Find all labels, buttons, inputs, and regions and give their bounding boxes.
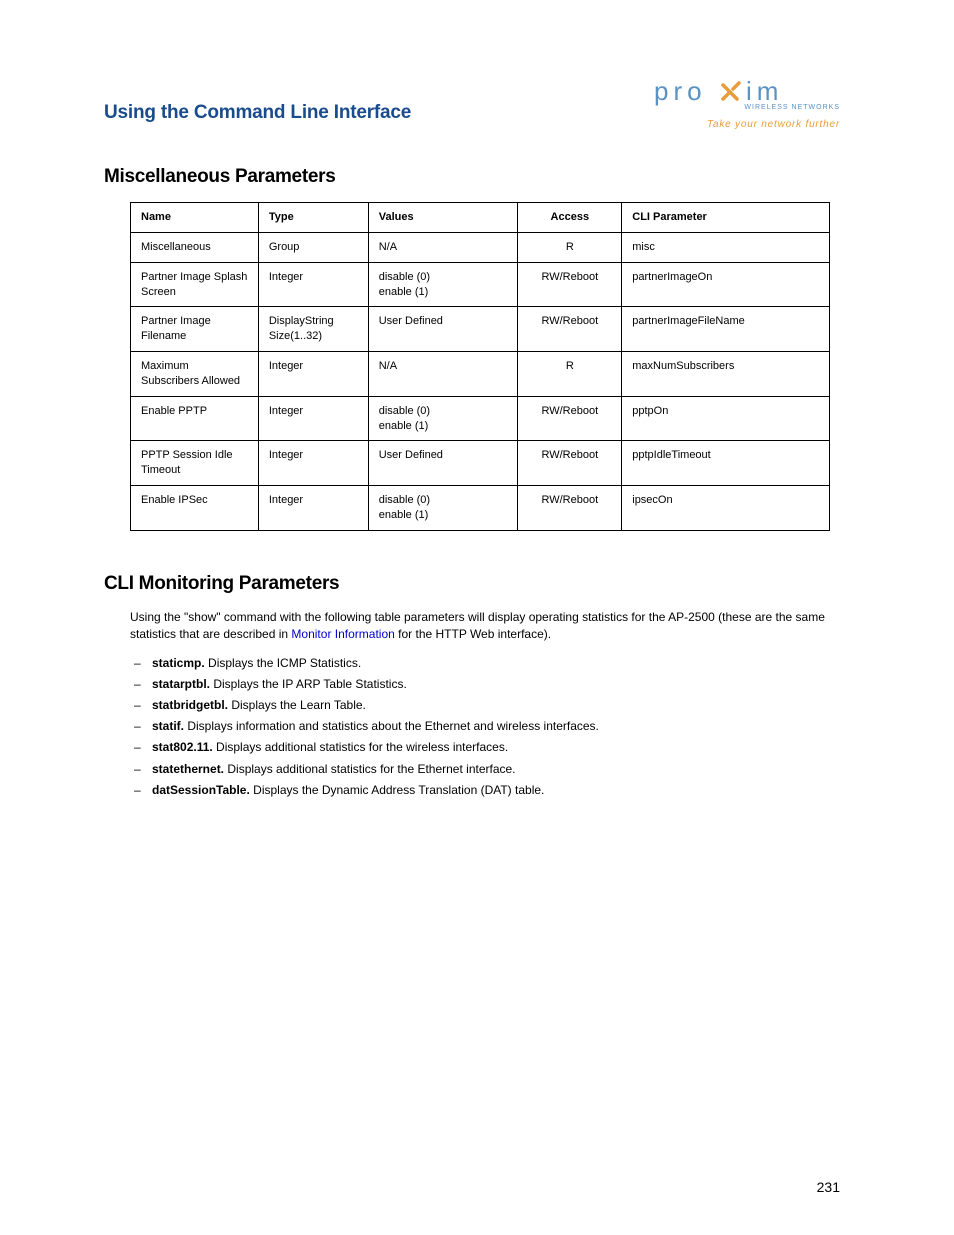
list-item-term: statbridgetbl. <box>152 698 228 712</box>
misc-params-table: Name Type Values Access CLI Parameter Mi… <box>130 202 830 531</box>
table-cell: partnerImageOn <box>622 262 830 307</box>
list-item: statethernet. Displays additional statis… <box>130 760 840 779</box>
table-cell: PPTP Session Idle Timeout <box>131 441 259 486</box>
table-row: MiscellaneousGroupN/ARmisc <box>131 232 830 262</box>
col-header-type: Type <box>258 203 368 233</box>
table-cell: RW/Reboot <box>518 307 622 352</box>
table-row: Partner Image Splash ScreenIntegerdisabl… <box>131 262 830 307</box>
table-cell: disable (0)enable (1) <box>368 262 518 307</box>
table-cell: DisplayString Size(1..32) <box>258 307 368 352</box>
cli-intro-post: for the HTTP Web interface). <box>395 627 551 641</box>
list-item: statif. Displays information and statist… <box>130 717 840 736</box>
table-cell: Maximum Subscribers Allowed <box>131 352 259 397</box>
table-cell: Partner Image Filename <box>131 307 259 352</box>
table-cell: Group <box>258 232 368 262</box>
list-item: stat802.11. Displays additional statisti… <box>130 738 840 757</box>
table-header-row: Name Type Values Access CLI Parameter <box>131 203 830 233</box>
table-cell: Enable PPTP <box>131 396 259 441</box>
table-cell: R <box>518 232 622 262</box>
table-cell: Partner Image Splash Screen <box>131 262 259 307</box>
list-item-desc: Displays the ICMP Statistics. <box>205 656 362 670</box>
table-row: Enable PPTPIntegerdisable (0)enable (1)R… <box>131 396 830 441</box>
table-cell: disable (0)enable (1) <box>368 396 518 441</box>
list-item: statarptbl. Displays the IP ARP Table St… <box>130 675 840 694</box>
table-cell: Integer <box>258 441 368 486</box>
table-row: PPTP Session Idle TimeoutIntegerUser Def… <box>131 441 830 486</box>
logo-tagline: Take your network further <box>654 119 840 130</box>
table-cell: maxNumSubscribers <box>622 352 830 397</box>
logo-block: pro im WIRELESS NETWORKS Take your netwo… <box>654 78 840 130</box>
list-item-term: stat802.11. <box>152 740 213 754</box>
list-item-desc: Displays additional statistics for the E… <box>224 762 515 776</box>
table-cell: disable (0)enable (1) <box>368 486 518 531</box>
svg-text:pro: pro <box>654 78 707 106</box>
cli-intro-paragraph: Using the "show" command with the follow… <box>130 609 840 644</box>
table-cell: Integer <box>258 396 368 441</box>
table-cell: misc <box>622 232 830 262</box>
cli-params-list: staticmp. Displays the ICMP Statistics.s… <box>130 654 840 800</box>
list-item-term: datSessionTable. <box>152 783 250 797</box>
table-cell: User Defined <box>368 441 518 486</box>
misc-params-heading: Miscellaneous Parameters <box>104 166 840 188</box>
table-cell: Enable IPSec <box>131 486 259 531</box>
table-cell: RW/Reboot <box>518 262 622 307</box>
list-item-desc: Displays the Learn Table. <box>228 698 366 712</box>
monitor-info-link[interactable]: Monitor Information <box>291 627 394 641</box>
logo-subtitle: WIRELESS NETWORKS <box>714 104 840 111</box>
col-header-cli: CLI Parameter <box>622 203 830 233</box>
list-item-desc: Displays information and statistics abou… <box>184 719 599 733</box>
table-cell: RW/Reboot <box>518 441 622 486</box>
table-cell: pptpIdleTimeout <box>622 441 830 486</box>
list-item: datSessionTable. Displays the Dynamic Ad… <box>130 781 840 800</box>
table-cell: User Defined <box>368 307 518 352</box>
list-item: staticmp. Displays the ICMP Statistics. <box>130 654 840 673</box>
col-header-access: Access <box>518 203 622 233</box>
table-cell: Integer <box>258 486 368 531</box>
table-cell: Integer <box>258 262 368 307</box>
list-item-desc: Displays the Dynamic Address Translation… <box>250 783 545 797</box>
page-number: 231 <box>817 1179 840 1195</box>
table-row: Partner Image FilenameDisplayString Size… <box>131 307 830 352</box>
table-row: Maximum Subscribers AllowedIntegerN/ARma… <box>131 352 830 397</box>
table-cell: ipsecOn <box>622 486 830 531</box>
list-item-desc: Displays additional statistics for the w… <box>213 740 508 754</box>
table-cell: R <box>518 352 622 397</box>
table-cell: N/A <box>368 232 518 262</box>
list-item: statbridgetbl. Displays the Learn Table. <box>130 696 840 715</box>
proxim-logo-icon: pro im <box>654 78 840 106</box>
list-item-term: statif. <box>152 719 184 733</box>
table-cell: Integer <box>258 352 368 397</box>
table-row: Enable IPSecIntegerdisable (0)enable (1)… <box>131 486 830 531</box>
table-cell: partnerImageFileName <box>622 307 830 352</box>
page-header: Using the Command Line Interface pro im … <box>104 78 840 130</box>
table-cell: pptpOn <box>622 396 830 441</box>
col-header-name: Name <box>131 203 259 233</box>
table-cell: N/A <box>368 352 518 397</box>
table-cell: RW/Reboot <box>518 396 622 441</box>
list-item-term: statarptbl. <box>152 677 210 691</box>
cli-monitoring-heading: CLI Monitoring Parameters <box>104 573 840 595</box>
list-item-term: statethernet. <box>152 762 224 776</box>
svg-text:im: im <box>746 78 783 106</box>
table-cell: RW/Reboot <box>518 486 622 531</box>
table-cell: Miscellaneous <box>131 232 259 262</box>
list-item-term: staticmp. <box>152 656 205 670</box>
page-title: Using the Command Line Interface <box>104 102 411 124</box>
list-item-desc: Displays the IP ARP Table Statistics. <box>210 677 407 691</box>
col-header-values: Values <box>368 203 518 233</box>
